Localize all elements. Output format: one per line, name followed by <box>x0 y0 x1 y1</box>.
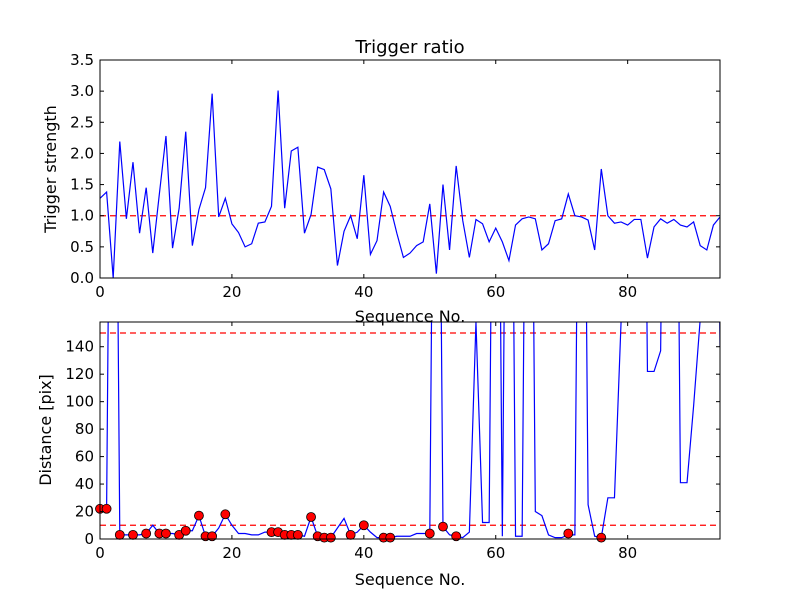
bottom-plot-y-tick-label: 120 <box>65 365 94 383</box>
bottom-plot-x-tick-label: 80 <box>618 544 637 562</box>
top-plot-x-tick-label: 20 <box>222 283 241 301</box>
bottom-plot-ticks: 0 20 40 60 80 0 20 40 60 80 100 120 140 <box>65 322 720 562</box>
bottom-plot-data-point <box>128 529 138 540</box>
bottom-plot-data-point <box>220 509 231 520</box>
bottom-plot-y-tick-label: 20 <box>75 503 94 521</box>
bottom-plot-data-point <box>292 529 303 540</box>
top-plot-y-axis-label: Trigger strength <box>41 105 60 234</box>
top-plot-x-axis-label: Sequence No. <box>355 307 466 326</box>
top-plot-y-tick-label: 3.0 <box>70 82 94 100</box>
bottom-plot-y-tick-label: 0 <box>84 530 94 548</box>
bottom-plot-data-point <box>194 510 204 521</box>
top-plot-x-tick-label: 80 <box>618 283 637 301</box>
bottom-plot-x-tick-label: 0 <box>95 544 105 562</box>
bottom-plot-data-point <box>180 525 191 536</box>
top-plot-ticks: 0 20 40 60 80 0.0 0.5 1.0 1.5 2.0 2.5 3.0 3.5 <box>70 51 720 301</box>
top-plot-y-tick-label: 2.0 <box>70 144 94 162</box>
bottom-plot-data-point <box>345 529 356 540</box>
bottom-plot-y-tick-label: 80 <box>75 420 94 438</box>
top-plot-series-line <box>100 90 720 278</box>
bottom-plot-x-tick-label: 20 <box>222 544 241 562</box>
top-plot: Trigger ratio 0 20 40 60 80 0.0 0.5 1.0 1.5 2.0 2.… <box>41 37 721 326</box>
top-plot-y-tick-label: 0.0 <box>70 269 94 287</box>
top-plot-x-tick-label: 60 <box>486 283 505 301</box>
bottom-plot-data-point <box>306 512 316 522</box>
bottom-plot-data-point <box>358 520 369 531</box>
top-plot-frame <box>99 59 721 279</box>
bottom-plot-frame <box>99 321 721 540</box>
bottom-plot-data-point <box>424 528 435 539</box>
bottom-plot-y-tick-label: 140 <box>65 338 94 356</box>
bottom-plot-reference-lines <box>100 332 720 526</box>
bottom-plot-data-point <box>101 503 112 514</box>
top-plot-title: Trigger ratio <box>354 37 464 58</box>
bottom-plot-data-point <box>385 532 396 543</box>
bottom-plot-data-point <box>596 532 607 543</box>
bottom-plot-x-tick-label: 40 <box>354 544 373 562</box>
bottom-plot-data-point <box>325 532 336 543</box>
top-plot-y-tick-label: 1.0 <box>70 207 94 225</box>
bottom-plot-data-point <box>161 528 171 539</box>
bottom-plot: 0 20 40 60 80 0 20 40 60 80 100 120 140 Sequence No.… <box>36 321 721 589</box>
bottom-plot-x-tick-label: 60 <box>486 544 505 562</box>
bottom-plot-y-axis-label: Distance [pix] <box>36 374 55 486</box>
bottom-plot-y-tick-label: 60 <box>75 448 94 466</box>
top-plot-y-tick-label: 0.5 <box>70 238 94 256</box>
top-plot-x-tick-label: 0 <box>95 283 105 301</box>
bottom-plot-data-point <box>563 528 574 539</box>
bottom-plot-data-point <box>114 529 125 540</box>
bottom-plot-data-point <box>141 528 152 539</box>
bottom-plot-y-tick-label: 100 <box>65 393 94 411</box>
bottom-plot-series-line <box>100 322 720 539</box>
top-plot-y-tick-label: 3.5 <box>70 51 94 69</box>
top-plot-x-tick-label: 40 <box>354 283 373 301</box>
bottom-plot-markers <box>95 503 607 543</box>
bottom-plot-y-tick-label: 40 <box>75 475 94 493</box>
top-plot-series <box>100 90 720 278</box>
bottom-plot-x-axis-label: Sequence No. <box>355 570 466 589</box>
bottom-plot-series <box>100 322 720 539</box>
bottom-plot-data-point <box>438 521 448 532</box>
top-plot-y-tick-label: 1.5 <box>70 176 94 194</box>
top-plot-y-tick-label: 2.5 <box>70 113 94 131</box>
